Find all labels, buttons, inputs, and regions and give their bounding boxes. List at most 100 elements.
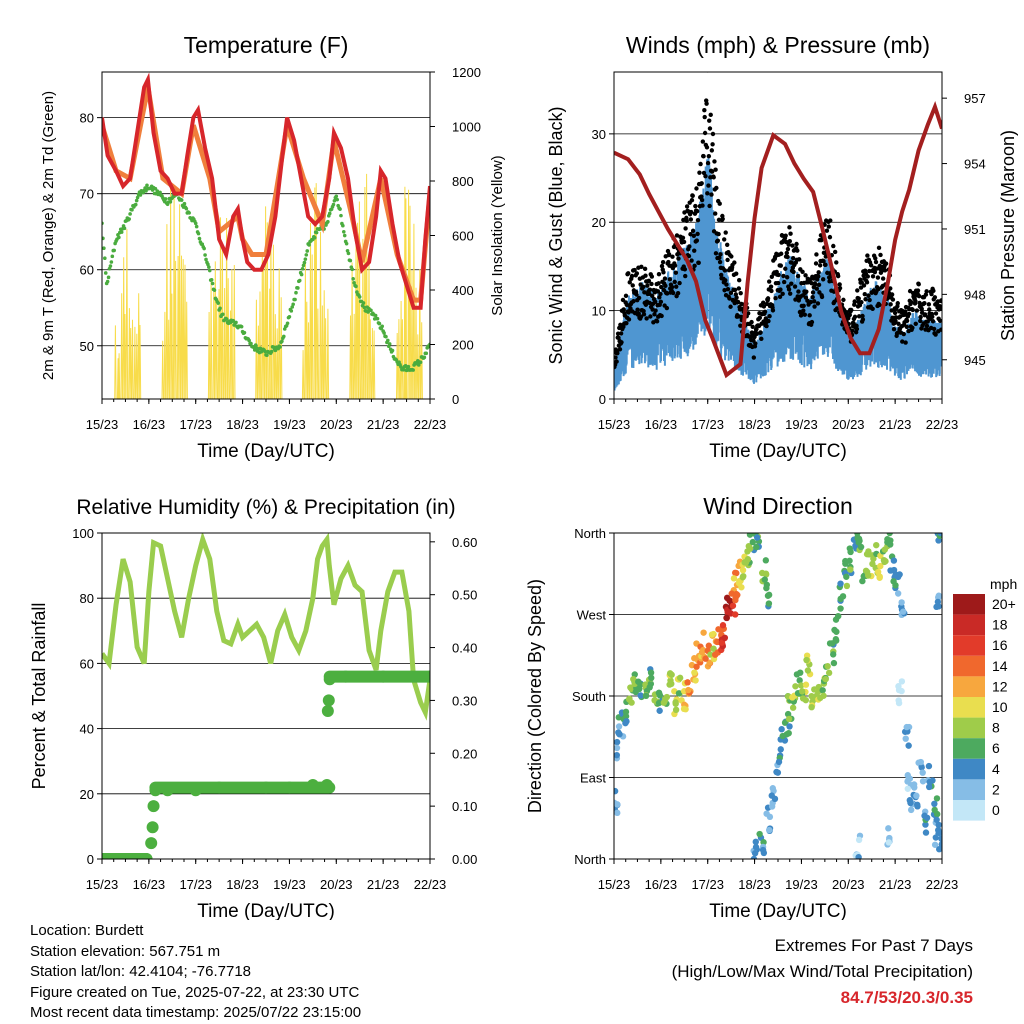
rainfall-point	[321, 704, 334, 717]
gust-dot	[662, 276, 668, 281]
x-tick-label: 22/23	[926, 877, 959, 892]
gust-dot	[709, 192, 714, 197]
dewpoint-dot	[362, 305, 367, 310]
gust-dot	[692, 248, 697, 253]
gust-dot	[745, 311, 751, 316]
gust-dot	[619, 340, 624, 345]
gust-dot	[849, 307, 854, 313]
x-axis-label: Time (Day/UTC)	[709, 441, 847, 462]
gust-dot	[922, 301, 927, 306]
gust-dot	[715, 238, 721, 243]
dewpoint-dot	[278, 345, 282, 349]
gust-dot	[710, 169, 715, 174]
gust-dot	[870, 274, 876, 279]
chart-title: Relative Humidity (%) & Precipitation (i…	[76, 496, 455, 519]
y-axis-label-left: Sonic Wind & Gust (Blue, Black)	[546, 106, 566, 364]
gust-dot	[750, 324, 755, 330]
gust-dot	[707, 118, 712, 123]
direction-point	[865, 548, 872, 555]
dewpoint-dot	[305, 249, 310, 253]
dewpoint-dot	[168, 200, 173, 204]
x-tick-label: 16/23	[645, 877, 678, 892]
colorbar-label: 2	[992, 781, 1000, 797]
gust-dot	[716, 231, 721, 237]
direction-point	[746, 533, 754, 538]
gust-dot	[736, 286, 742, 291]
gust-dot	[701, 154, 706, 159]
direction-point	[880, 556, 888, 564]
x-tick-label: 18/23	[226, 417, 259, 432]
gust-dot	[795, 248, 800, 253]
y-left-tick-label: 80	[80, 111, 94, 126]
gust-dot	[852, 299, 857, 304]
direction-point	[837, 605, 844, 612]
gust-dot	[780, 291, 785, 296]
direction-point	[926, 778, 933, 786]
gust-dot	[712, 159, 717, 164]
gust-dot	[872, 269, 878, 275]
gust-dot	[852, 314, 858, 320]
direction-point	[655, 699, 663, 707]
gust-dot	[834, 306, 840, 311]
gust-dot	[787, 225, 792, 230]
x-tick-label: 20/23	[320, 877, 353, 892]
gust-dot	[873, 259, 879, 265]
gust-dot	[659, 313, 664, 319]
dewpoint-dot	[401, 367, 406, 372]
gust-dot	[656, 271, 662, 277]
y-right-tick-label: 200	[452, 338, 474, 353]
y-axis-label-left: Direction (Colored By Speed)	[525, 579, 545, 813]
dewpoint-dot	[155, 189, 160, 193]
x-tick-label: 19/23	[273, 877, 306, 892]
colorbar-swatch	[953, 676, 985, 697]
dewpoint-dot	[312, 235, 317, 240]
gust-dot	[683, 226, 688, 231]
direction-point	[710, 645, 717, 652]
direction-point	[936, 829, 942, 837]
gust-dot	[784, 275, 790, 280]
y-left-tick-label: West	[577, 608, 607, 623]
colorbar-swatch	[953, 635, 985, 656]
gust-dot	[647, 300, 652, 306]
gust-dot	[687, 244, 692, 249]
direction-point	[837, 580, 844, 587]
dewpoint-dot	[339, 213, 343, 218]
direction-point	[729, 602, 737, 609]
direction-point	[890, 557, 898, 564]
gust-dot	[785, 246, 791, 252]
direction-point	[846, 545, 854, 552]
timestamp-text: Most recent data timestamp: 2025/07/22 2…	[30, 1004, 362, 1021]
gust-dot	[684, 218, 689, 224]
gust-dot	[759, 336, 764, 342]
direction-point	[804, 667, 812, 674]
direction-point	[938, 841, 942, 848]
y-left-tick-label: 0	[599, 392, 606, 407]
gust-dot	[688, 217, 694, 222]
gust-dot	[864, 280, 870, 285]
gust-dot	[629, 273, 635, 279]
dewpoint-dot	[231, 318, 235, 323]
gust-dot	[641, 308, 646, 314]
dewpoint-dot	[269, 349, 274, 354]
gust-dot	[649, 274, 655, 279]
gust-dot	[793, 297, 798, 302]
gust-dot	[778, 263, 784, 268]
dewpoint-dot	[354, 284, 358, 289]
direction-point	[863, 568, 871, 576]
direction-point	[917, 758, 924, 766]
direction-point	[907, 799, 914, 807]
direction-point	[803, 656, 810, 664]
direction-point	[685, 686, 692, 694]
gust-dot	[636, 311, 641, 316]
gust-dot	[803, 273, 808, 278]
speed-colorbar: mph 20+ 18 16 14 12 10 8 6 4 2 0	[953, 576, 1017, 821]
y-right-tick-label: 0	[452, 392, 459, 407]
gust-dot	[800, 269, 805, 275]
x-tick-label: 22/23	[926, 417, 959, 432]
direction-point	[825, 669, 833, 677]
gust-dot	[688, 232, 693, 237]
gust-dot	[646, 278, 652, 284]
gust-dot	[707, 203, 712, 209]
dewpoint-dot	[197, 236, 202, 241]
extremes-block: Extremes For Past 7 Days (High/Low/Max W…	[672, 933, 973, 1011]
